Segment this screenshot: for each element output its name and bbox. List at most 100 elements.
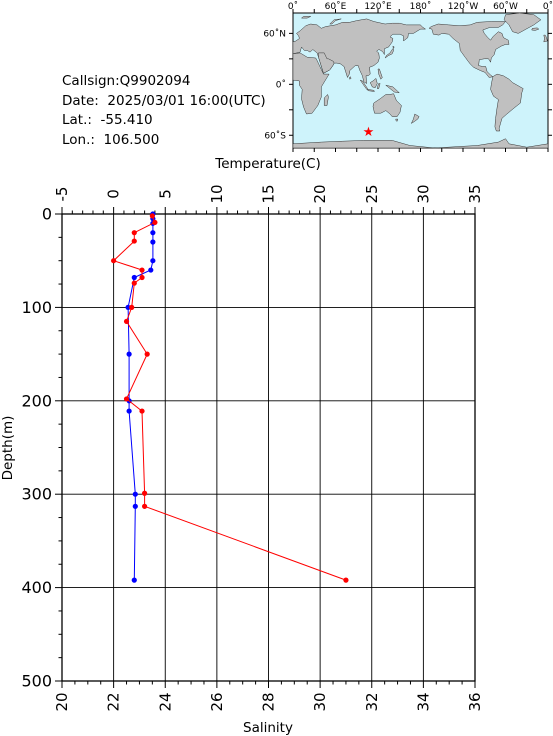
temperature-tick-label: 30 xyxy=(414,184,432,203)
salinity-point xyxy=(131,238,137,244)
land-north-america xyxy=(428,21,510,78)
salinity-point xyxy=(139,274,145,281)
temperature-point xyxy=(150,230,156,236)
land-south-america xyxy=(490,73,524,132)
temperature-tick-label: 15 xyxy=(260,184,278,203)
station-info: Callsign:Q9902094 Date: 2025/03/01 16:00… xyxy=(62,72,266,150)
depth-tick-label: 200 xyxy=(21,391,52,410)
temperature-tick-label: 10 xyxy=(208,184,226,203)
land-africa xyxy=(292,52,330,115)
map-longitude-label: 60˚W xyxy=(493,1,518,12)
salinity-tick-label: 22 xyxy=(105,692,123,711)
chart-series xyxy=(111,211,349,583)
salinity-tick-label: 30 xyxy=(311,692,329,711)
map-latitude-label: 0˚ xyxy=(276,79,286,90)
date-text: Date: 2025/03/01 16:00(UTC) xyxy=(62,92,266,109)
depth-tick-label: 0 xyxy=(42,205,52,224)
callsign-text: Callsign:Q9902094 xyxy=(62,73,191,89)
salinity-point xyxy=(142,503,148,509)
temperature-point xyxy=(131,577,137,583)
temperature-point xyxy=(132,491,138,497)
salinity-tick-label: 24 xyxy=(156,692,174,711)
land-tasmania xyxy=(395,118,399,122)
land-iceland xyxy=(531,27,540,31)
temperature-tick-label: 0 xyxy=(105,189,123,199)
salinity-point xyxy=(152,219,158,226)
land-arabia-iran xyxy=(318,52,335,74)
map-latitude-labels: 60˚N 0˚ 60˚S xyxy=(263,28,286,141)
land-java xyxy=(366,89,375,92)
land-borneo xyxy=(369,77,378,88)
map-latitude-label: 60˚N xyxy=(263,28,286,39)
land-philippines xyxy=(377,68,383,80)
temperature-point xyxy=(150,239,156,245)
salinity-point xyxy=(149,213,155,219)
land-svalbard xyxy=(300,16,311,19)
temperature-point xyxy=(132,503,138,509)
temperature-point xyxy=(150,258,156,264)
temperature-tick-label: -5 xyxy=(53,187,71,202)
longitude-text: Lon.: 106.500 xyxy=(62,131,160,148)
land-greenland xyxy=(503,12,542,34)
salinity-point xyxy=(144,351,150,357)
salinity-point xyxy=(123,318,130,325)
salinity-tick-label: 28 xyxy=(260,692,278,711)
land-sri-lanka xyxy=(349,76,352,80)
depth-tick-label: 300 xyxy=(21,485,52,504)
land-australia xyxy=(372,93,402,117)
salinity-line xyxy=(112,215,347,581)
temperature-axis: -5 0 5 10 15 20 25 30 35 xyxy=(53,184,484,214)
world-map: 0˚ 60˚E 120˚E 180˚ 120˚W 60˚W 0˚ 60˚N 0˚ 60˚S ★ xyxy=(263,1,553,152)
salinity-point xyxy=(131,230,137,236)
land-japan xyxy=(384,45,395,59)
salinity-point xyxy=(131,280,137,286)
map-longitude-label: 120˚E xyxy=(364,1,392,12)
temperature-tick-label: 5 xyxy=(156,189,174,199)
map-longitude-label: 120˚W xyxy=(448,1,479,12)
salinity-point xyxy=(129,304,135,310)
depth-axis-label: Depth(m) xyxy=(0,416,16,481)
salinity-point xyxy=(111,258,117,264)
temperature-tick-label: 20 xyxy=(311,184,329,203)
map-longitude-labels: 0˚ 60˚E 120˚E 180˚ 120˚W 60˚W 0˚ xyxy=(288,1,553,12)
salinity-point xyxy=(139,267,145,273)
temperature-point xyxy=(148,267,154,273)
map-longitude-label: 180˚ xyxy=(410,1,432,12)
station-marker: ★ xyxy=(363,125,375,140)
salinity-axis: 20 22 24 26 28 30 32 34 36 xyxy=(53,681,484,712)
salinity-tick-label: 36 xyxy=(466,692,484,711)
salinity-tick-label: 20 xyxy=(53,692,71,711)
salinity-point xyxy=(142,490,148,496)
land-new-guinea xyxy=(385,84,401,94)
salinity-tick-label: 26 xyxy=(208,692,226,711)
salinity-point xyxy=(123,396,130,402)
temperature-point xyxy=(126,408,132,414)
temperature-axis-label: Temperature(C) xyxy=(214,156,320,172)
depth-tick-label: 400 xyxy=(21,578,52,597)
depth-axis: 0 100 200 300 400 500 xyxy=(21,205,62,691)
map-longitude-label: 60˚E xyxy=(325,1,347,12)
temperature-point xyxy=(131,274,137,281)
temperature-point xyxy=(126,351,132,357)
map-land xyxy=(292,12,549,149)
salinity-tick-label: 34 xyxy=(414,692,432,711)
land-britain xyxy=(543,34,548,43)
temperature-point xyxy=(125,304,131,310)
depth-tick-label: 500 xyxy=(21,672,52,691)
map-longitude-label: 0˚ xyxy=(543,1,553,12)
latitude-text: Lat.: -55.410 xyxy=(62,112,153,128)
temperature-tick-label: 35 xyxy=(466,184,484,203)
map-frame xyxy=(289,9,552,152)
map-latitude-label: 60˚S xyxy=(264,130,286,141)
land-novaya-zemlya xyxy=(329,18,342,25)
land-sulawesi xyxy=(376,83,381,89)
salinity-point xyxy=(343,577,349,583)
chart-grid xyxy=(61,213,476,682)
land-new-zealand xyxy=(410,113,420,125)
depth-tick-label: 100 xyxy=(21,298,52,317)
salinity-tick-label: 32 xyxy=(363,692,381,711)
salinity-point xyxy=(139,408,145,414)
land-madagascar xyxy=(323,94,329,106)
temperature-tick-label: 25 xyxy=(363,184,381,203)
